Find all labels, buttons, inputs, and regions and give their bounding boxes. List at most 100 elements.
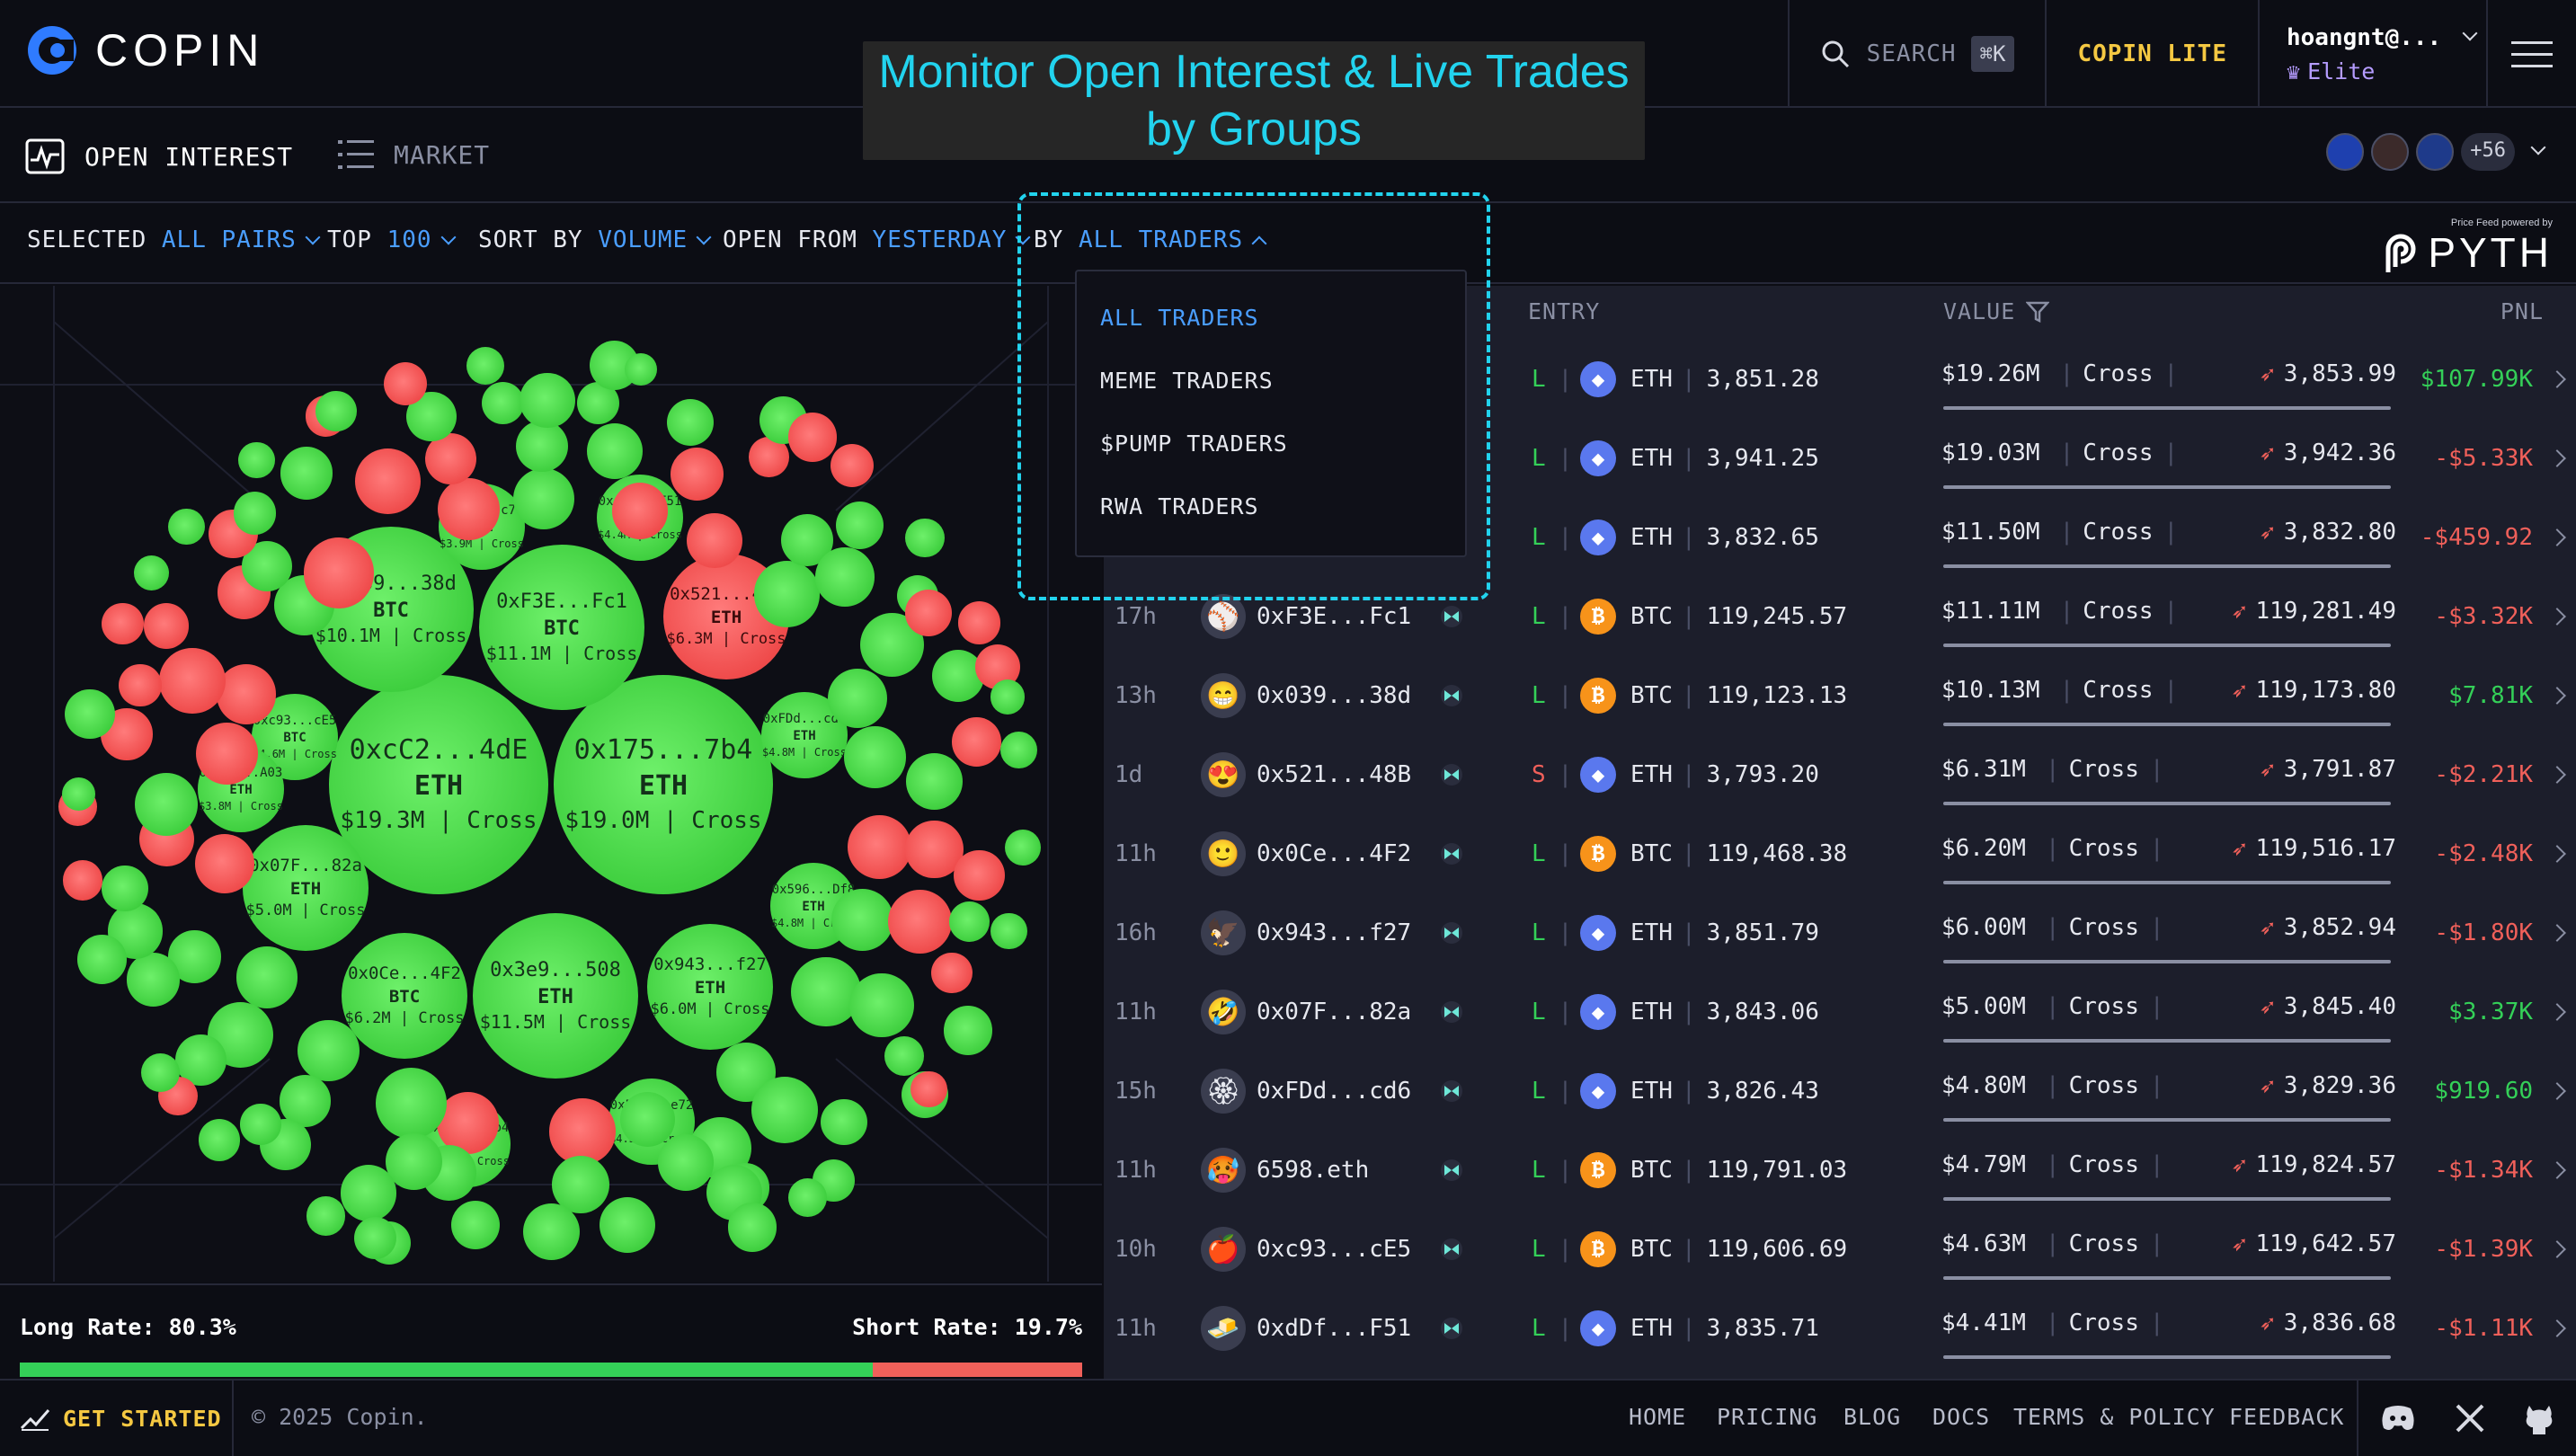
filter-open-from[interactable]: OPEN FROM YESTERDAY xyxy=(723,226,1031,253)
position-bubble-small[interactable] xyxy=(167,508,205,546)
row-expand[interactable] xyxy=(2548,1052,2566,1131)
position-bubble[interactable]: 0xcC2...4dE ETH $19.3M | Cross xyxy=(329,675,548,894)
position-bubble-small[interactable] xyxy=(315,390,357,432)
position-bubble-small[interactable] xyxy=(1000,732,1038,769)
filter-by-traders[interactable]: BY ALL TRADERS xyxy=(1034,226,1267,253)
position-bubble-small[interactable] xyxy=(587,423,644,480)
trader[interactable]: 🧈 0xdDf...F51 xyxy=(1201,1289,1411,1368)
position-bubble-small[interactable] xyxy=(61,777,95,811)
position-bubble-small[interactable] xyxy=(849,973,914,1038)
row-expand[interactable] xyxy=(2548,1289,2566,1368)
position-bubble-small[interactable] xyxy=(836,501,884,549)
position-bubble-small[interactable] xyxy=(905,590,953,637)
position-bubble-small[interactable] xyxy=(957,601,1001,645)
dropdown-item-pump-traders[interactable]: $PUMP TRADERS xyxy=(1100,431,1288,457)
position-bubble-small[interactable] xyxy=(671,447,724,501)
github-icon[interactable] xyxy=(2524,1402,2554,1434)
position-bubble-small[interactable] xyxy=(354,448,421,514)
position-bubble-small[interactable] xyxy=(815,547,875,607)
row-expand[interactable] xyxy=(2548,735,2566,814)
footer-link-feedback[interactable]: FEEDBACK xyxy=(2229,1404,2345,1430)
hamburger-menu-button[interactable] xyxy=(2486,0,2576,108)
position-bubble-small[interactable] xyxy=(624,353,657,386)
position-bubble-small[interactable] xyxy=(687,512,742,569)
position-bubble-small[interactable] xyxy=(516,420,568,473)
row-expand[interactable] xyxy=(2548,814,2566,893)
position-bubble-small[interactable] xyxy=(102,865,148,911)
row-expand[interactable] xyxy=(2548,1210,2566,1289)
position-bubble-small[interactable] xyxy=(195,834,254,893)
column-entry[interactable]: ENTRY xyxy=(1528,298,1601,324)
position-bubble-small[interactable] xyxy=(306,1195,346,1236)
position-bubble-small[interactable] xyxy=(954,849,1005,901)
position-bubble-small[interactable] xyxy=(666,398,714,446)
position-bubble[interactable]: 0xFDd...cd6 ETH $4.8M | Cross xyxy=(761,692,848,778)
position-bubble-small[interactable] xyxy=(821,1098,867,1146)
position-bubble-small[interactable] xyxy=(159,648,226,715)
trade-row[interactable]: 11h 🥵 6598.eth L | ₿ BTC | 119,791.03 $4.79M | Cros… xyxy=(1104,1131,2576,1210)
trader[interactable]: 🏵 0xFDd...cd6 xyxy=(1201,1052,1411,1131)
trade-row[interactable]: L | ◆ ETH | 3,832.65 $11.50M | Cross | ➶ 3,832.80 -$… xyxy=(1104,498,2576,577)
position-bubble-small[interactable] xyxy=(753,561,821,628)
trade-row[interactable]: 1d 😍 0x521...48B S | ◆ ETH | 3,793.20 $6.31M | Cros… xyxy=(1104,735,2576,814)
row-expand[interactable] xyxy=(2548,340,2566,419)
position-bubble-small[interactable] xyxy=(844,726,907,788)
trade-row[interactable]: 15h 🏵 0xFDd...cd6 L | ◆ ETH | 3,826.43 $4.80M | Cro… xyxy=(1104,1052,2576,1131)
position-bubble-small[interactable] xyxy=(831,889,894,952)
trader[interactable]: 😍 0x521...48B xyxy=(1201,735,1411,814)
position-bubble-small[interactable] xyxy=(196,723,259,786)
position-bubble[interactable]: 0x943...f27 ETH $6.0M | Cross xyxy=(647,924,773,1050)
position-bubble-small[interactable] xyxy=(280,446,333,500)
position-bubble-small[interactable] xyxy=(133,555,169,591)
position-bubble-small[interactable] xyxy=(787,413,837,462)
row-expand[interactable] xyxy=(2548,1131,2566,1210)
footer-link-blog[interactable]: BLOG xyxy=(1843,1404,1902,1430)
position-bubble-small[interactable] xyxy=(353,1216,396,1259)
position-bubble[interactable]: 0xF3E...Fc1 BTC $11.1M | Cross xyxy=(479,545,644,710)
position-bubble[interactable]: 0x175...7b4 ETH $19.0M | Cross xyxy=(554,675,773,894)
footer-link-docs[interactable]: DOCS xyxy=(1932,1404,1991,1430)
trade-row[interactable]: 11h 🧈 0xdDf...F51 L | ◆ ETH | 3,835.71 $4.41M | Cro… xyxy=(1104,1289,2576,1368)
position-bubble-small[interactable] xyxy=(1004,829,1042,866)
position-bubble-small[interactable] xyxy=(522,1203,580,1261)
trade-row[interactable]: 13h 😁 0x039...38d L | ₿ BTC | 119,123.13 $10.13M |… xyxy=(1104,656,2576,735)
pyth-badge[interactable]: Price Feed powered by PYTH xyxy=(2383,218,2553,277)
discord-icon[interactable] xyxy=(2380,1405,2416,1432)
position-bubble-small[interactable] xyxy=(240,1104,281,1145)
position-bubble-small[interactable] xyxy=(905,518,945,557)
position-bubble-small[interactable] xyxy=(990,679,1026,715)
tab-market[interactable]: MARKET xyxy=(338,138,490,171)
position-bubble-small[interactable] xyxy=(952,717,1002,767)
position-bubble[interactable]: 0x0Ce...4F2 BTC $6.2M | Cross xyxy=(342,933,467,1059)
position-bubble-small[interactable] xyxy=(437,477,501,540)
position-bubble-small[interactable] xyxy=(884,1035,925,1077)
position-bubble-small[interactable] xyxy=(143,603,190,649)
position-bubble-small[interactable] xyxy=(424,433,476,485)
footer-link-home[interactable]: HOME xyxy=(1629,1404,1687,1430)
position-bubble-small[interactable] xyxy=(830,443,875,488)
position-bubble-small[interactable] xyxy=(303,537,375,608)
column-value[interactable]: VALUE xyxy=(1943,298,2050,324)
position-bubble-small[interactable] xyxy=(279,1074,332,1127)
trader[interactable]: 🦅 0x943...f27 xyxy=(1201,893,1411,972)
position-bubble-small[interactable] xyxy=(198,1119,241,1161)
position-bubble-small[interactable] xyxy=(549,1098,616,1165)
position-bubble-small[interactable] xyxy=(787,1178,827,1218)
position-bubble-small[interactable] xyxy=(65,688,115,740)
position-bubble-small[interactable] xyxy=(906,753,963,810)
x-twitter-icon[interactable] xyxy=(2456,1404,2484,1433)
trader[interactable]: 🍎 0xc93...cE5 xyxy=(1201,1210,1411,1289)
trader[interactable]: ⚾ 0xF3E...Fc1 xyxy=(1201,577,1411,656)
position-bubble-small[interactable] xyxy=(375,1068,447,1139)
position-bubble-small[interactable] xyxy=(888,889,953,954)
position-bubble-small[interactable] xyxy=(134,773,198,837)
position-bubble-small[interactable] xyxy=(216,663,277,724)
position-bubble-small[interactable] xyxy=(233,491,277,535)
position-bubble-small[interactable] xyxy=(119,663,162,707)
filter-selected-pairs[interactable]: SELECTED ALL PAIRS xyxy=(27,226,321,253)
position-bubble-small[interactable] xyxy=(657,1134,715,1191)
copin-logo[interactable]: COPIN xyxy=(25,23,264,77)
position-bubble-small[interactable] xyxy=(298,1019,360,1082)
position-bubble-small[interactable] xyxy=(827,668,888,729)
position-bubble-small[interactable] xyxy=(235,946,298,1008)
